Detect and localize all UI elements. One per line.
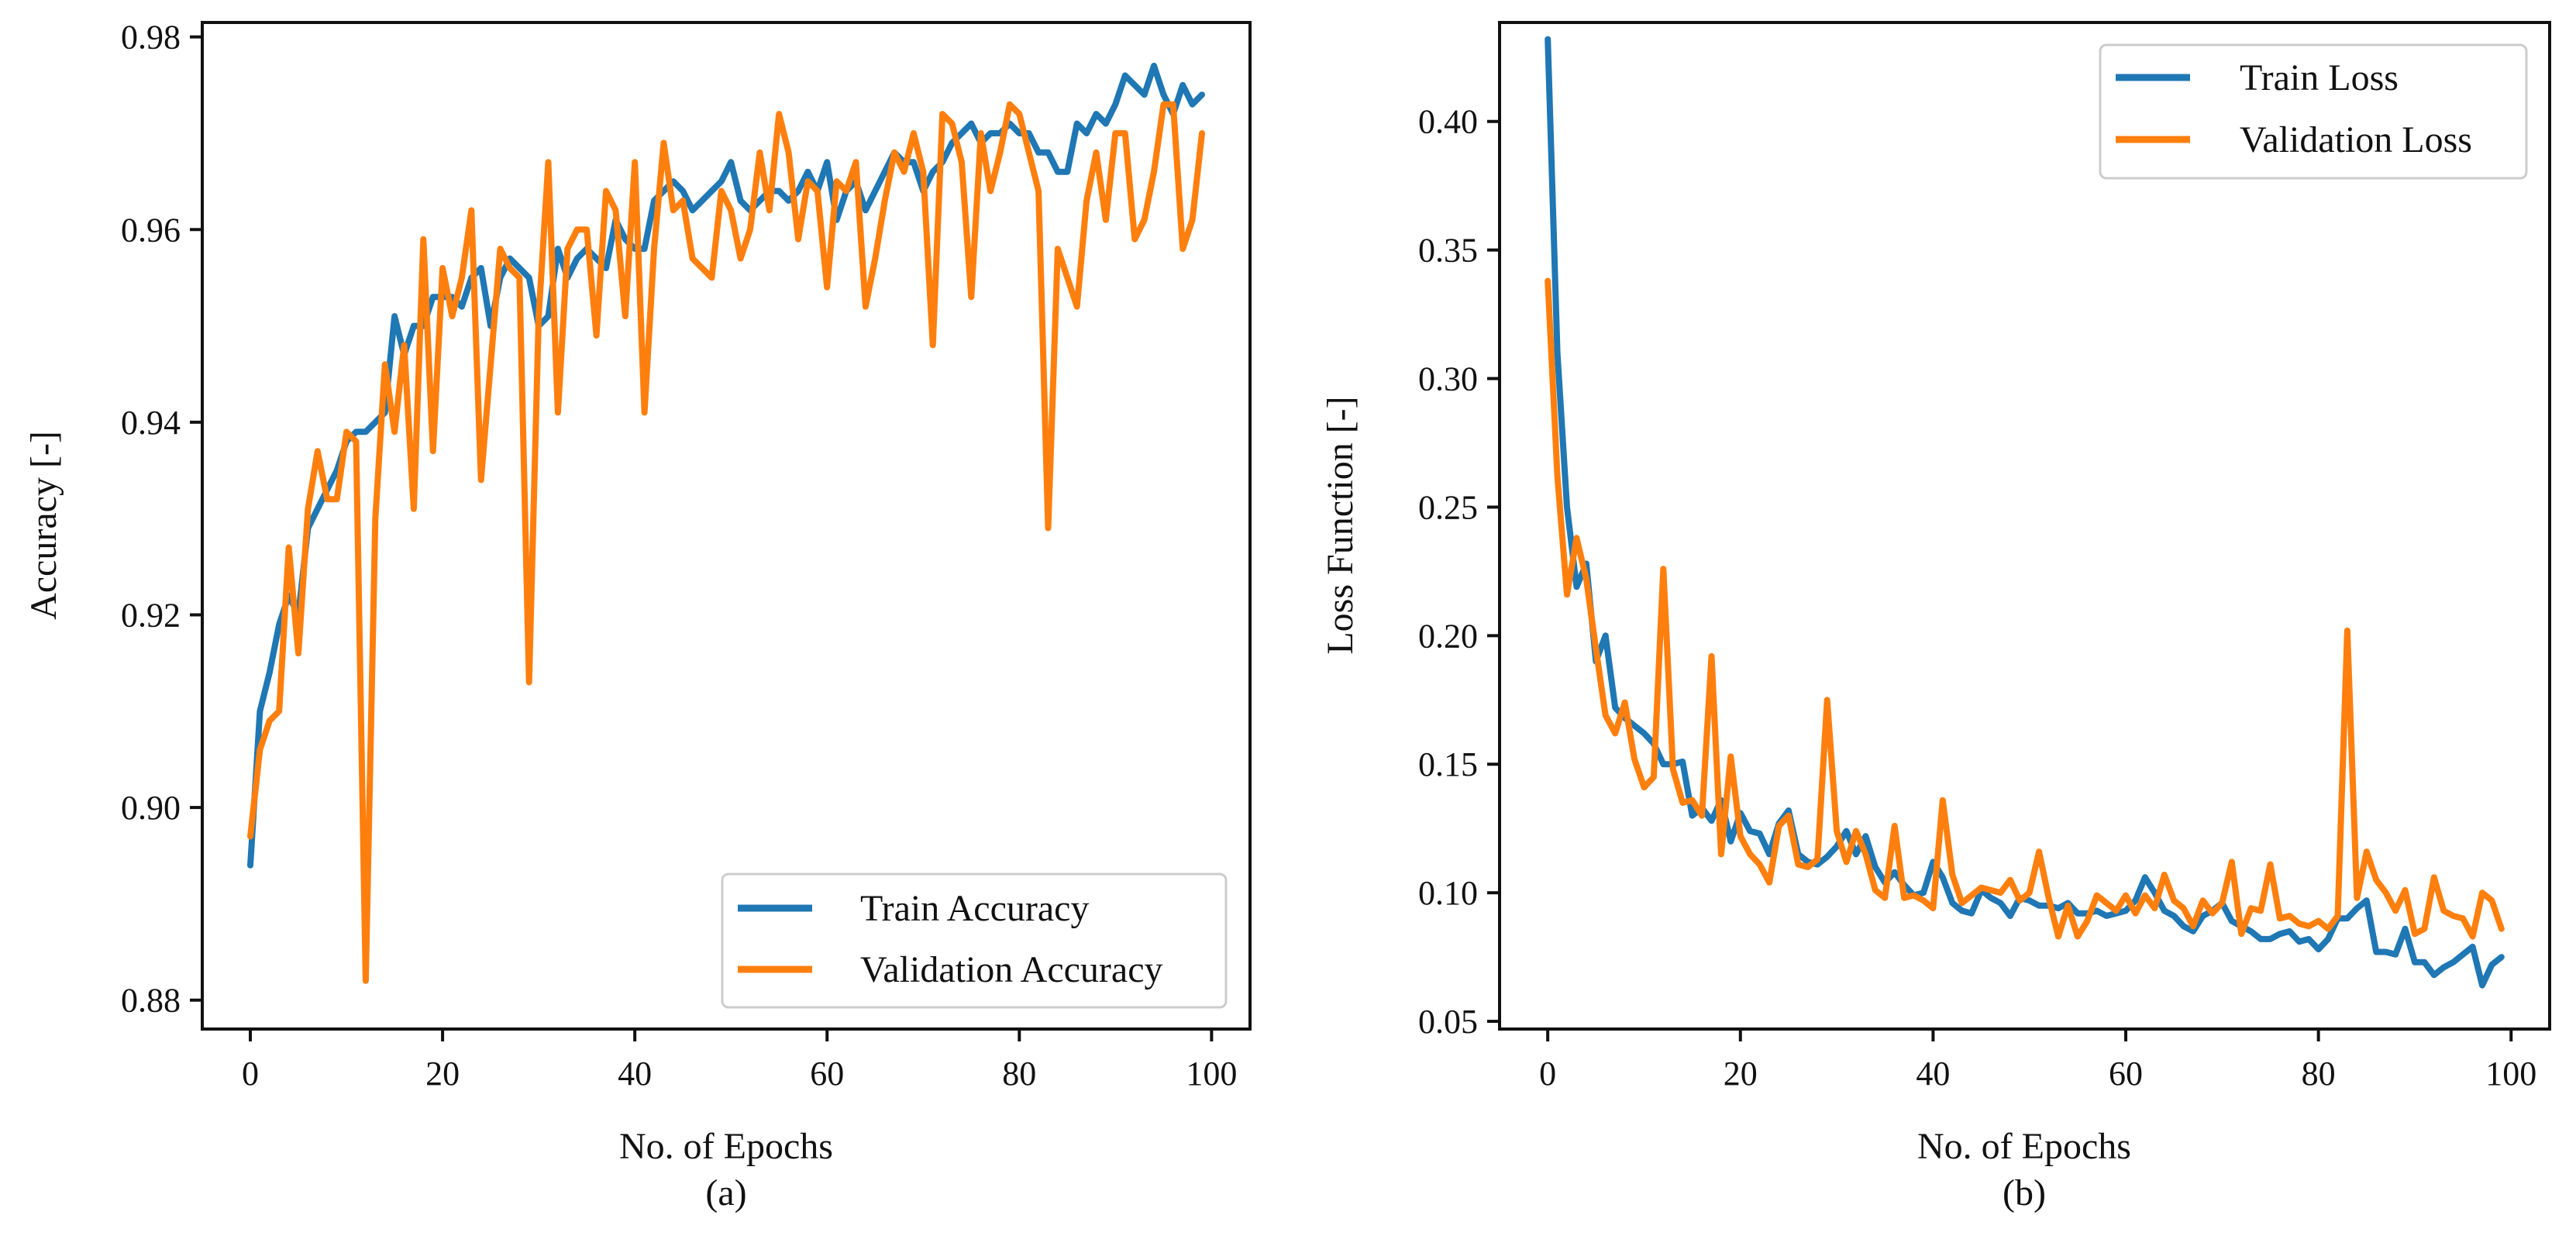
accuracy-y-ticks: 0.88 0.90 0.92 0.94 0.96 0.98 <box>121 19 202 1020</box>
accuracy-x-tick-label: 20 <box>425 1055 460 1093</box>
accuracy-y-tick-label: 0.94 <box>121 404 181 442</box>
loss-x-tick-label: 80 <box>2302 1055 2336 1093</box>
accuracy-x-tick-label: 100 <box>1186 1055 1237 1093</box>
accuracy-y-tick-label: 0.90 <box>121 789 181 827</box>
loss-x-tick-label: 0 <box>1539 1055 1556 1093</box>
loss-legend: Train Loss Validation Loss <box>2099 43 2528 180</box>
loss-y-tick-label: 0.10 <box>1418 874 1478 912</box>
accuracy-x-tick-label: 80 <box>1002 1055 1036 1093</box>
accuracy-legend: Train Accuracy Validation Accuracy <box>721 873 1228 1009</box>
accuracy-legend-box <box>721 873 1228 1009</box>
accuracy-caption: (a) <box>705 1172 746 1213</box>
legend-validation-loss-label: Validation Loss <box>2240 119 2472 160</box>
accuracy-x-tick-label: 0 <box>242 1055 259 1093</box>
loss-x-ticks: 0 20 40 60 80 100 <box>1539 1029 2536 1093</box>
loss-plot-frame <box>1498 21 2551 1031</box>
loss-y-tick-label: 0.25 <box>1418 488 1478 526</box>
accuracy-y-tick-label: 0.98 <box>121 19 181 57</box>
legend-train-accuracy-label: Train Accuracy <box>860 888 1089 929</box>
accuracy-x-tick-label: 40 <box>618 1055 652 1093</box>
loss-chart: 0 20 40 60 80 100 0.05 0.10 0.15 0.20 0.25 0.30 0.3… <box>1320 21 2551 1213</box>
loss-y-tick-label: 0.05 <box>1418 1003 1478 1041</box>
accuracy-x-ticks: 0 20 40 60 80 100 <box>242 1029 1237 1093</box>
train-accuracy-line <box>247 62 1205 869</box>
accuracy-y-tick-label: 0.92 <box>121 596 181 634</box>
validation-loss-line <box>1545 277 2505 940</box>
loss-y-tick-label: 0.35 <box>1418 232 1478 270</box>
loss-y-axis-label: Loss Function [-] <box>1320 396 1361 654</box>
loss-x-axis-label: No. of Epochs <box>1917 1126 2131 1167</box>
loss-x-tick-label: 20 <box>1724 1055 1758 1093</box>
loss-series-lines <box>1545 36 2505 989</box>
accuracy-y-axis-label: Accuracy [-] <box>23 431 64 620</box>
loss-y-tick-label: 0.30 <box>1418 360 1478 398</box>
loss-caption: (b) <box>2003 1172 2046 1213</box>
train-loss-line <box>1545 36 2505 989</box>
loss-x-tick-label: 100 <box>2485 1055 2536 1093</box>
loss-x-tick-label: 60 <box>2109 1055 2143 1093</box>
legend-validation-accuracy-label: Validation Accuracy <box>860 949 1163 990</box>
loss-y-tick-label: 0.40 <box>1418 103 1478 141</box>
legend-train-loss-label: Train Loss <box>2240 57 2399 98</box>
accuracy-x-axis-label: No. of Epochs <box>619 1126 833 1167</box>
validation-accuracy-line <box>247 101 1205 984</box>
accuracy-y-tick-label: 0.96 <box>121 211 181 249</box>
accuracy-y-tick-label: 0.88 <box>121 982 181 1020</box>
accuracy-x-tick-label: 60 <box>810 1055 844 1093</box>
accuracy-series-lines <box>247 62 1205 984</box>
accuracy-chart: 0 20 40 60 80 100 0.88 0.90 0.92 0.94 0.96 0.98 No… <box>23 19 1252 1213</box>
loss-y-tick-label: 0.20 <box>1418 617 1478 655</box>
loss-x-tick-label: 40 <box>1916 1055 1950 1093</box>
loss-legend-box <box>2099 43 2528 180</box>
loss-y-tick-label: 0.15 <box>1418 745 1478 783</box>
accuracy-plot-frame <box>201 21 1252 1031</box>
loss-y-ticks: 0.05 0.10 0.15 0.20 0.25 0.30 0.35 0.40 <box>1418 103 1500 1041</box>
